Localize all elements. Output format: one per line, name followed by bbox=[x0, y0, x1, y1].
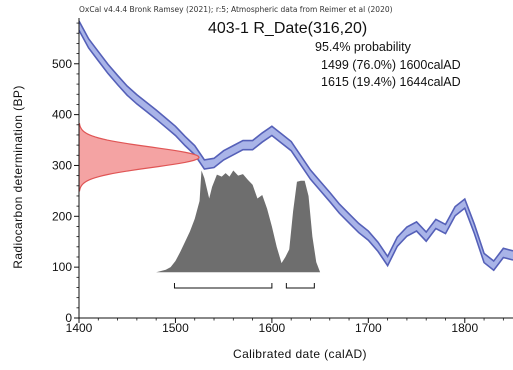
range-bracket-2 bbox=[285, 283, 315, 289]
x-axis-label: Calibrated date (calAD) bbox=[233, 347, 367, 361]
range-1-label: 1499 (76.0%) 1600calAD bbox=[321, 58, 461, 72]
y-tick-label-300: 300 bbox=[52, 158, 72, 172]
chart-credit: OxCal v4.4.4 Bronk Ramsey (2021); r:5; A… bbox=[79, 5, 393, 14]
y-tick-label-200: 200 bbox=[52, 209, 72, 223]
y-tick-label-500: 500 bbox=[52, 57, 72, 71]
radiocarbon-date-distribution bbox=[79, 123, 200, 192]
posterior-distribution bbox=[156, 170, 321, 273]
probability-label: 95.4% probability bbox=[315, 40, 412, 54]
y-tick-label-400: 400 bbox=[52, 108, 72, 122]
chart-title: 403-1 R_Date(316,20) bbox=[208, 20, 367, 37]
x-tick-label-1700: 1700 bbox=[355, 321, 382, 335]
calibration-curve-upper bbox=[79, 20, 513, 263]
plot-content bbox=[79, 20, 513, 289]
y-tick-label-0: 0 bbox=[65, 311, 72, 325]
x-tick-label-1400: 1400 bbox=[66, 321, 93, 335]
y-tick-label-100: 100 bbox=[52, 260, 72, 274]
plot-area bbox=[79, 20, 513, 289]
calibration-curve-lower bbox=[79, 29, 513, 272]
range-2-label: 1615 (19.4%) 1644calAD bbox=[321, 75, 461, 89]
x-tick-label-1500: 1500 bbox=[162, 321, 189, 335]
y-axis-label: Radiocarbon determination (BP) bbox=[11, 85, 25, 268]
x-tick-label-1800: 1800 bbox=[451, 321, 478, 335]
axes: 0 100 200 300 400 500 1400 1500 1600 1700 1800 bbox=[52, 18, 513, 335]
x-tick-label-1600: 1600 bbox=[259, 321, 286, 335]
range-bracket-1 bbox=[173, 283, 273, 289]
